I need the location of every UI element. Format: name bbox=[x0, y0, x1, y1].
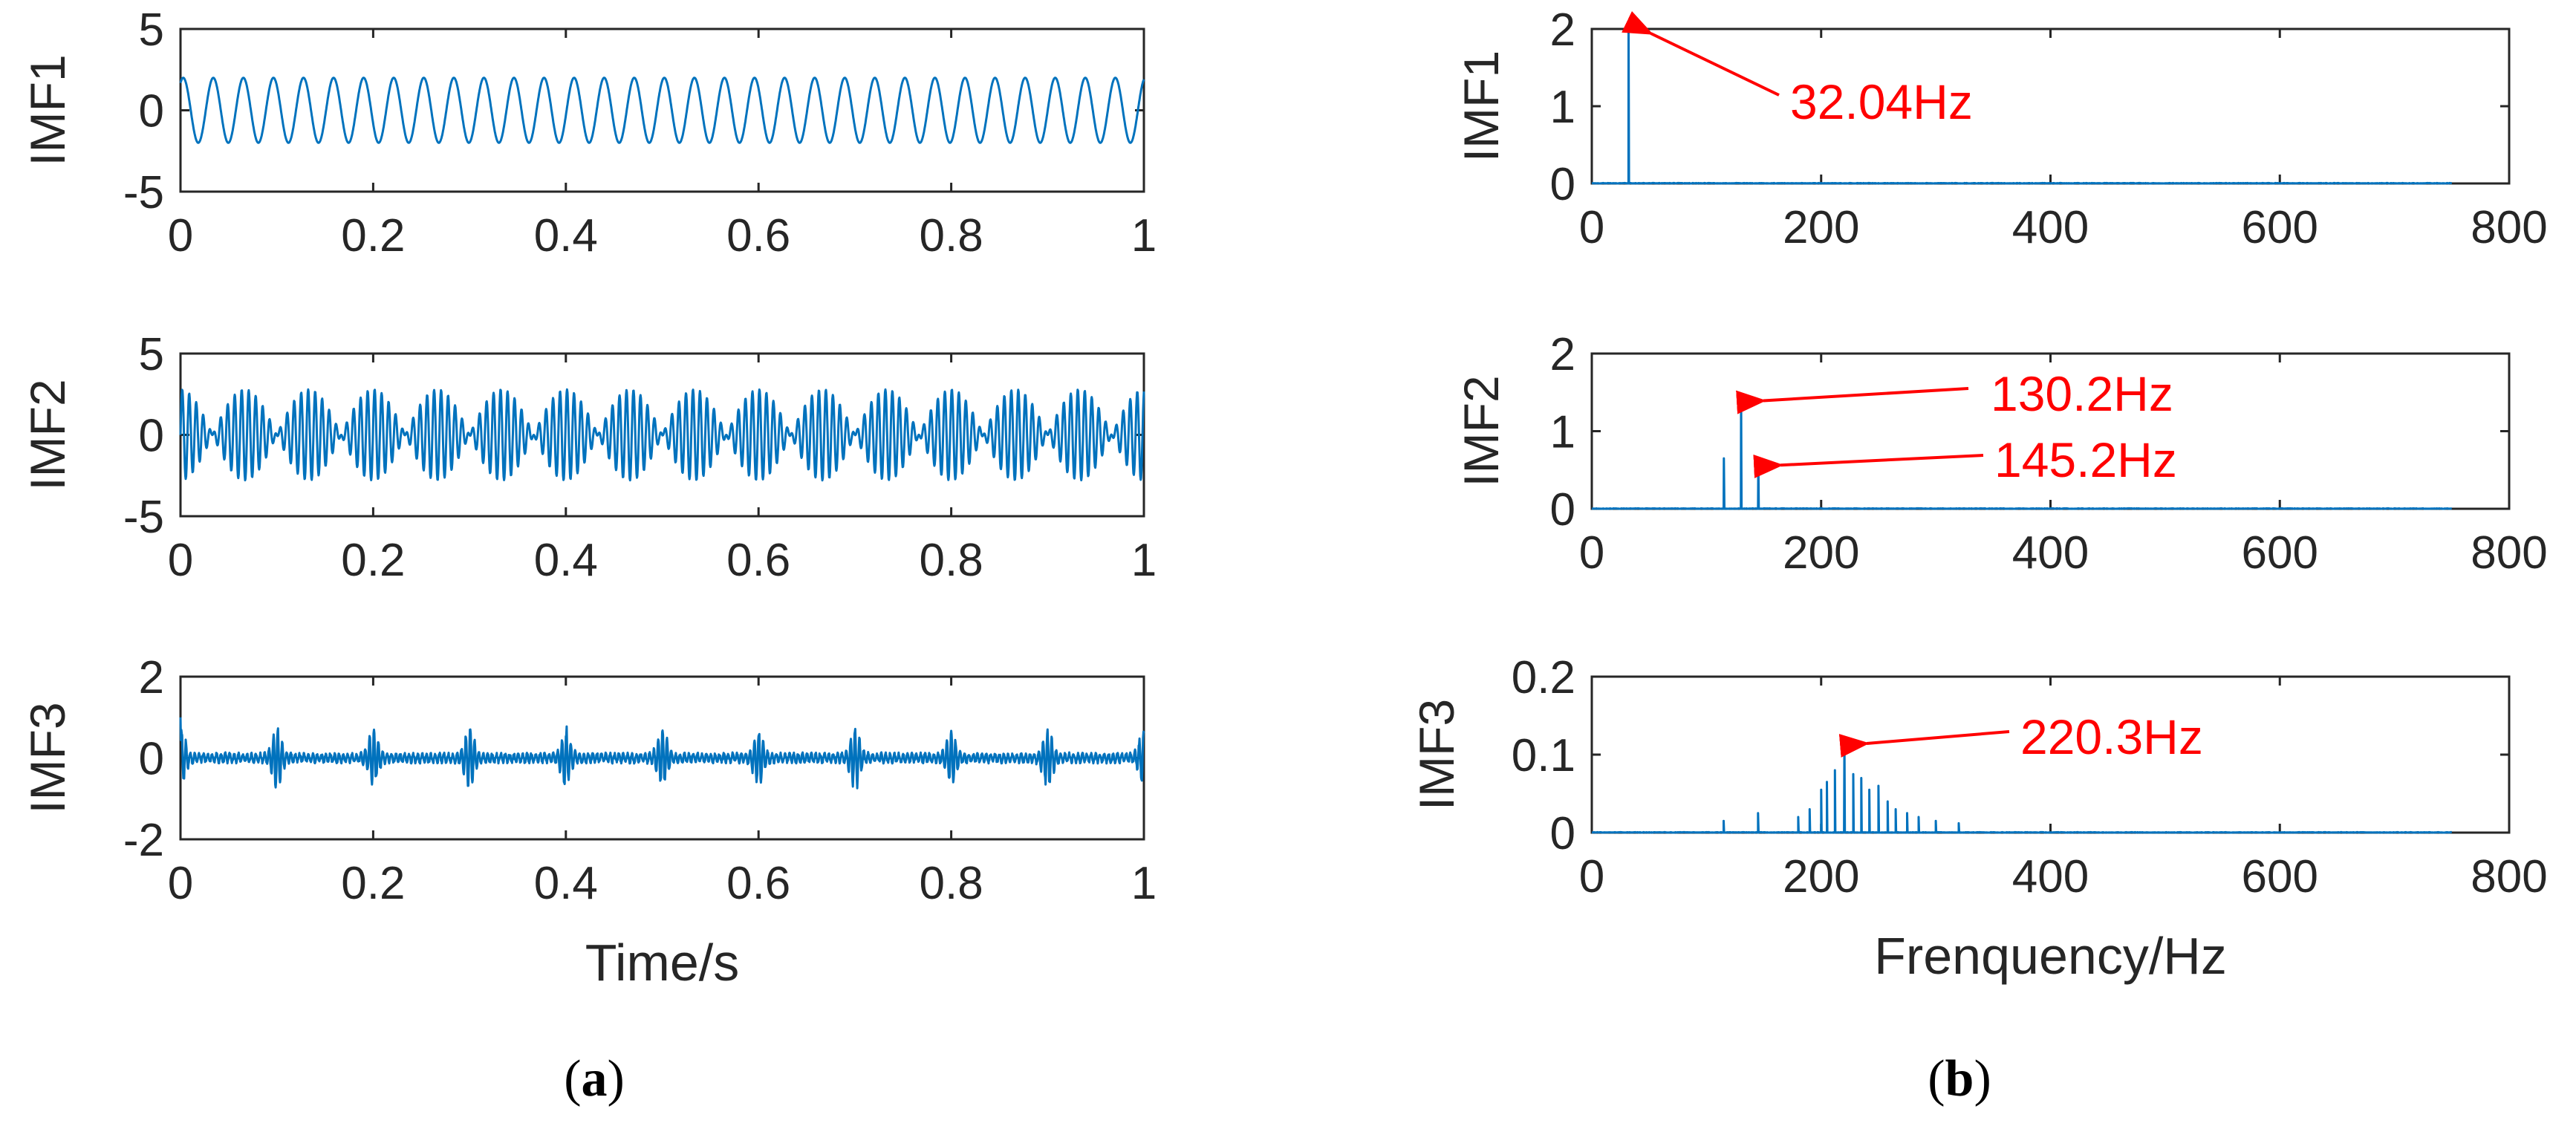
IMF1-time-xtick-label: 0.2 bbox=[341, 210, 405, 261]
IMF3-spectrum-ytick-label: 0.1 bbox=[1512, 730, 1575, 781]
IMF1-spectrum-ytick-label: 1 bbox=[1550, 82, 1575, 133]
IMF2-time-xtick-label: 0.2 bbox=[341, 535, 405, 586]
IMF3-spectrum-plot: 0 200 400 600 800 0 0.1 0.2 IMF3 Frenquency/Hz 220… bbox=[1409, 652, 2548, 985]
IMF3-spectrum-annotation-arrow bbox=[1838, 730, 2010, 758]
panel-label-b: (b) bbox=[1928, 1050, 1991, 1107]
panel-label-a-close: ) bbox=[608, 1050, 625, 1107]
IMF2-spectrum-xtick-label: 800 bbox=[2471, 527, 2547, 579]
IMF1-spectrum-ytick-label: 0 bbox=[1550, 159, 1575, 210]
IMF1-time-series-line bbox=[179, 77, 1145, 144]
IMF3-spectrum-xtick-label: 200 bbox=[1783, 851, 1859, 902]
IMF3-spectrum-xtick-label: 600 bbox=[2242, 851, 2318, 902]
IMF2-time-series-line bbox=[179, 388, 1145, 482]
IMF2-spectrum-xtick-label: 200 bbox=[1783, 527, 1859, 579]
IMF3-spectrum-xtick-label: 400 bbox=[2012, 851, 2089, 902]
IMF2-spectrum-annotation-label: 145.2Hz bbox=[1994, 432, 2177, 487]
IMF3-spectrum-ytick-label: 0.2 bbox=[1512, 652, 1575, 703]
IMF2-spectrum-xtick-label: 600 bbox=[2242, 527, 2318, 579]
IMF2-time-ytick-label: -5 bbox=[123, 492, 164, 543]
IMF2-spectrum-plot: 0 200 400 600 800 0 1 2 IMF2 130.2Hz 145.2Hz bbox=[1454, 329, 2548, 579]
IMF3-time-series-line bbox=[179, 717, 1145, 790]
IMF3-time-ytick-label: -2 bbox=[123, 815, 164, 866]
IMF1-spectrum-annotation-label: 32.04Hz bbox=[1790, 74, 1973, 129]
IMF1-time-ytick-label: -5 bbox=[123, 167, 164, 218]
IMF3-spectrum-annotation-label: 220.3Hz bbox=[2020, 709, 2203, 764]
IMF3-spectrum-xlabel: Frenquency/Hz bbox=[1874, 927, 2227, 985]
IMF2-time-ytick-label: 0 bbox=[139, 411, 164, 462]
panel-label-a: (a) bbox=[564, 1050, 625, 1107]
IMF2-spectrum-ytick-label: 2 bbox=[1550, 329, 1575, 380]
IMF1-spectrum-plot: 0 200 400 600 800 0 1 2 IMF1 32.04Hz bbox=[1454, 4, 2548, 253]
IMF2-time-xtick-label: 0.4 bbox=[534, 535, 598, 586]
IMF3-time-ytick-label: 2 bbox=[139, 652, 164, 703]
IMF2-spectrum-annotation-arrow bbox=[1736, 387, 1969, 414]
IMF1-time-xtick-label: 1 bbox=[1131, 210, 1157, 261]
IMF2-spectrum-annotation-arrow bbox=[1753, 454, 1984, 478]
IMF3-spectrum-ytick-label: 0 bbox=[1550, 808, 1575, 859]
IMF2-time-xtick-label: 0 bbox=[168, 535, 193, 586]
IMF1-time-xtick-label: 0.6 bbox=[726, 210, 790, 261]
IMF2-time-xtick-label: 0.8 bbox=[919, 535, 983, 586]
panel-label-a-letter: a bbox=[582, 1050, 608, 1107]
IMF2-spectrum-ylabel: IMF2 bbox=[1454, 375, 1509, 486]
IMF3-spectrum-ylabel: IMF3 bbox=[1409, 699, 1464, 810]
IMF1-spectrum-ytick-label: 2 bbox=[1550, 4, 1575, 56]
IMF1-spectrum-xtick-label: 200 bbox=[1783, 202, 1859, 253]
IMF1-spectrum-series-line bbox=[1591, 27, 2452, 185]
IMF2-time-xtick-label: 1 bbox=[1131, 535, 1157, 586]
IMF3-time-xtick-label: 0 bbox=[168, 858, 193, 909]
panel-label-b-open: ( bbox=[1928, 1050, 1945, 1107]
IMF1-spectrum-axes-box bbox=[1590, 27, 2511, 185]
IMF2-time-ytick-label: 5 bbox=[139, 329, 164, 380]
IMF1-time-ytick-label: 0 bbox=[139, 86, 164, 137]
IMF1-time-ytick-label: 5 bbox=[139, 4, 164, 56]
IMF3-spectrum-series-line bbox=[1592, 738, 2452, 834]
IMF1-time-xtick-label: 0.4 bbox=[534, 210, 598, 261]
IMF2-spectrum-ytick-label: 0 bbox=[1550, 484, 1575, 536]
IMF3-time-xtick-label: 0.4 bbox=[534, 858, 598, 909]
IMF1-spectrum-ylabel: IMF1 bbox=[1454, 51, 1509, 162]
IMF2-spectrum-series-line bbox=[1591, 395, 2452, 510]
IMF2-spectrum-xtick-label: 0 bbox=[1579, 527, 1604, 579]
IMF1-time-ylabel: IMF1 bbox=[20, 54, 75, 166]
IMF2-time-ylabel: IMF2 bbox=[20, 379, 75, 490]
IMF1-spectrum-xtick-label: 800 bbox=[2471, 202, 2547, 253]
panel-label-a-open: ( bbox=[564, 1050, 581, 1107]
IMF3-time-xtick-label: 0.6 bbox=[726, 858, 790, 909]
IMF2-spectrum-ytick-label: 1 bbox=[1550, 407, 1575, 458]
panel-label-b-close: ) bbox=[1974, 1050, 1991, 1107]
IMF3-spectrum-xtick-label: 0 bbox=[1579, 851, 1604, 902]
IMF3-time-ylabel: IMF3 bbox=[20, 702, 75, 813]
panel-label-b-letter: b bbox=[1945, 1050, 1974, 1107]
IMF1-spectrum-annotation-arrow bbox=[1622, 10, 1780, 97]
IMF1-time-xtick-label: 0 bbox=[168, 210, 193, 261]
IMF3-time-xtick-label: 0.8 bbox=[919, 858, 983, 909]
IMF2-spectrum-xtick-label: 400 bbox=[2012, 527, 2089, 579]
IMF1-spectrum-xtick-label: 600 bbox=[2242, 202, 2318, 253]
IMF3-time-xtick-label: 1 bbox=[1131, 858, 1157, 909]
IMF3-time-xtick-label: 0.2 bbox=[341, 858, 405, 909]
IMF3-spectrum-xtick-label: 800 bbox=[2471, 851, 2547, 902]
IMF3-time-ytick-label: 0 bbox=[139, 734, 164, 785]
IMF2-time-xtick-label: 0.6 bbox=[726, 535, 790, 586]
IMF1-spectrum-xtick-label: 400 bbox=[2012, 202, 2089, 253]
IMF1-time-xtick-label: 0.8 bbox=[919, 210, 983, 261]
IMF1-spectrum-xtick-label: 0 bbox=[1579, 202, 1604, 253]
IMF2-spectrum-annotation-label: 130.2Hz bbox=[1991, 366, 2173, 421]
IMF3-time-xlabel: Time/s bbox=[585, 934, 739, 992]
